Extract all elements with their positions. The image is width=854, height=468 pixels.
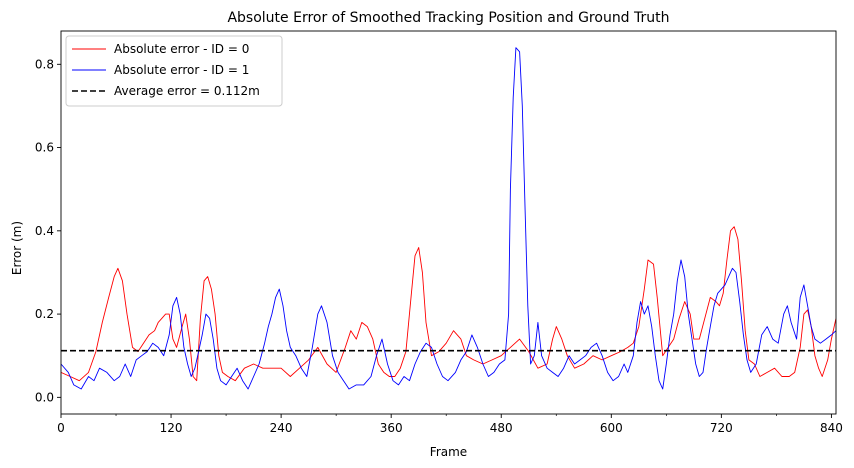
x-tick-label: 720 [710, 421, 733, 435]
x-axis-label: Frame [430, 445, 467, 459]
x-tick-label: 0 [57, 421, 65, 435]
legend-label-0: Absolute error - ID = 0 [114, 42, 249, 56]
legend-label-1: Absolute error - ID = 1 [114, 63, 249, 77]
series-line-id-1 [61, 47, 836, 390]
y-tick-label: 0.6 [35, 141, 54, 155]
legend: Absolute error - ID = 0 Absolute error - … [65, 35, 283, 107]
y-tick-label: 0.2 [35, 307, 54, 321]
legend-label-2: Average error = 0.112m [114, 84, 260, 98]
x-tick-label: 600 [600, 421, 623, 435]
legend-box [65, 35, 283, 107]
y-tick-label: 0.0 [35, 390, 54, 404]
plot-lines [61, 47, 836, 390]
y-tick-label: 0.4 [35, 224, 54, 238]
x-tick-label: 360 [380, 421, 403, 435]
x-tick-label: 120 [160, 421, 183, 435]
series-line-id-0 [61, 226, 836, 382]
plot-area [61, 47, 836, 390]
y-axis-label: Error (m) [10, 221, 24, 275]
axes-frame [60, 30, 837, 415]
axes: 0 120 240 360 480 600 720 840 0.0 0.2 0.4 0.6 0.8 [35, 30, 843, 435]
x-tick-label: 840 [820, 421, 843, 435]
x-tick-label: 240 [270, 421, 293, 435]
y-tick-label: 0.8 [35, 57, 54, 71]
chart-title: Absolute Error of Smoothed Tracking Posi… [227, 10, 669, 26]
x-tick-label: 480 [490, 421, 513, 435]
